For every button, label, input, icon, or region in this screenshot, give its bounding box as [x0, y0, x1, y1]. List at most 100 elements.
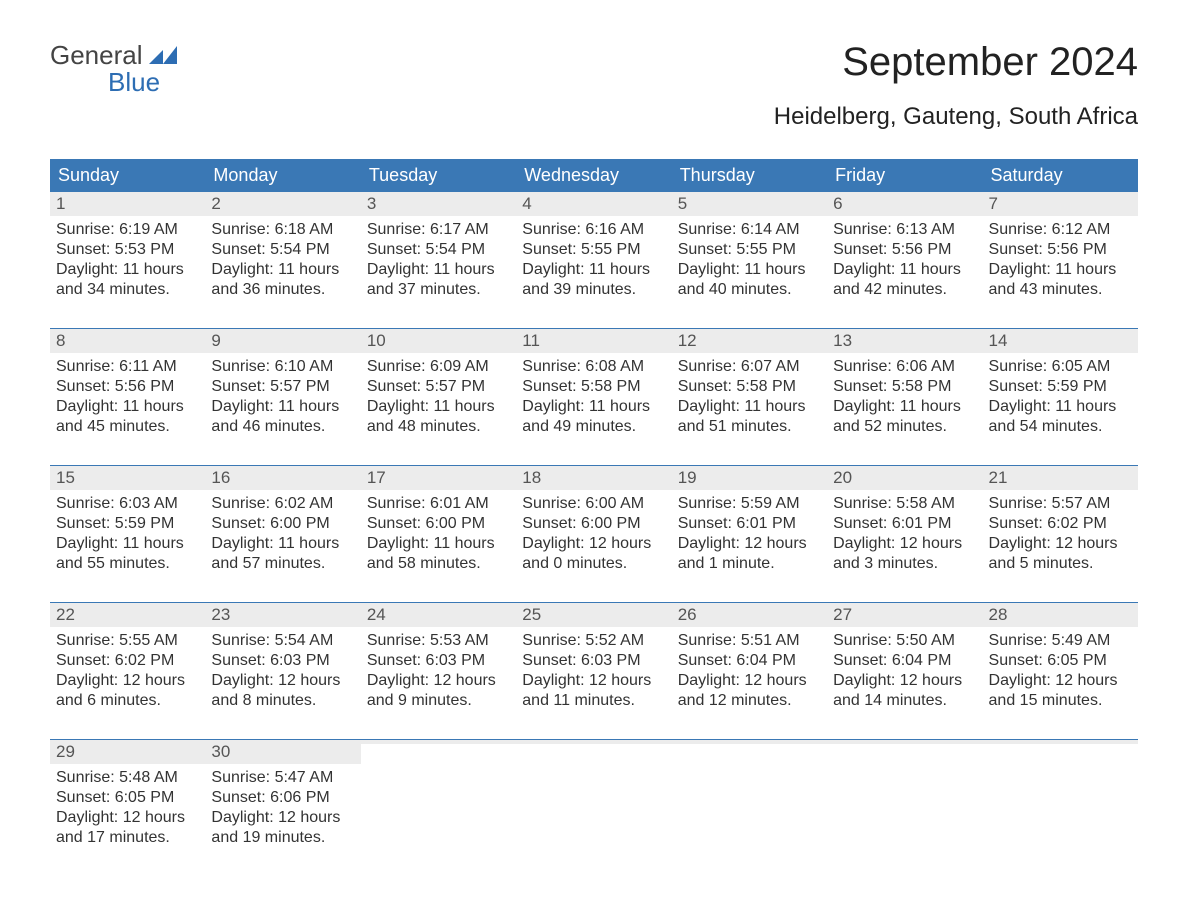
- day-dl2: and 6 minutes.: [56, 691, 199, 711]
- day-dl1: Daylight: 12 hours: [522, 534, 665, 554]
- day-cell: 14Sunrise: 6:05 AMSunset: 5:59 PMDayligh…: [983, 329, 1138, 441]
- day-dl2: and 34 minutes.: [56, 280, 199, 300]
- day-sunset: Sunset: 6:03 PM: [211, 651, 354, 671]
- day-number-row: 19: [672, 466, 827, 490]
- day-number-row: 13: [827, 329, 982, 353]
- day-number: 19: [678, 468, 697, 487]
- day-number: 15: [56, 468, 75, 487]
- day-sunset: Sunset: 6:06 PM: [211, 788, 354, 808]
- day-cell: 27Sunrise: 5:50 AMSunset: 6:04 PMDayligh…: [827, 603, 982, 715]
- day-number: 27: [833, 605, 852, 624]
- day-number: 17: [367, 468, 386, 487]
- day-number-row: 24: [361, 603, 516, 627]
- day-number: 2: [211, 194, 220, 213]
- day-dl2: and 12 minutes.: [678, 691, 821, 711]
- day-number-row: 25: [516, 603, 671, 627]
- day-detail: Sunrise: 6:06 AMSunset: 5:58 PMDaylight:…: [827, 353, 982, 441]
- day-sunrise: Sunrise: 6:01 AM: [367, 494, 510, 514]
- day-sunrise: Sunrise: 6:17 AM: [367, 220, 510, 240]
- day-sunrise: Sunrise: 5:57 AM: [989, 494, 1132, 514]
- day-number: 21: [989, 468, 1008, 487]
- day-dl1: Daylight: 12 hours: [678, 671, 821, 691]
- day-sunset: Sunset: 6:04 PM: [678, 651, 821, 671]
- day-detail: Sunrise: 5:51 AMSunset: 6:04 PMDaylight:…: [672, 627, 827, 715]
- day-dl1: Daylight: 12 hours: [211, 671, 354, 691]
- day-detail: Sunrise: 6:13 AMSunset: 5:56 PMDaylight:…: [827, 216, 982, 304]
- day-number-row: 16: [205, 466, 360, 490]
- daylater-sat: Saturday: [983, 159, 1138, 192]
- day-number: 3: [367, 194, 376, 213]
- day-detail: Sunrise: 5:57 AMSunset: 6:02 PMDaylight:…: [983, 490, 1138, 578]
- day-sunrise: Sunrise: 6:10 AM: [211, 357, 354, 377]
- day-dl2: and 43 minutes.: [989, 280, 1132, 300]
- day-sunrise: Sunrise: 5:47 AM: [211, 768, 354, 788]
- day-number: 5: [678, 194, 687, 213]
- day-dl2: and 11 minutes.: [522, 691, 665, 711]
- day-sunrise: Sunrise: 5:58 AM: [833, 494, 976, 514]
- day-dl2: and 8 minutes.: [211, 691, 354, 711]
- dayhead-wed: Wednesday: [516, 159, 671, 192]
- day-sunset: Sunset: 6:00 PM: [522, 514, 665, 534]
- day-detail: Sunrise: 5:54 AMSunset: 6:03 PMDaylight:…: [205, 627, 360, 715]
- day-number-row: 6: [827, 192, 982, 216]
- day-cell: 7Sunrise: 6:12 AMSunset: 5:56 PMDaylight…: [983, 192, 1138, 304]
- day-dl1: Daylight: 11 hours: [678, 260, 821, 280]
- day-detail: Sunrise: 6:16 AMSunset: 5:55 PMDaylight:…: [516, 216, 671, 304]
- day-dl1: Daylight: 11 hours: [367, 260, 510, 280]
- day-number: 7: [989, 194, 998, 213]
- day-dl2: and 3 minutes.: [833, 554, 976, 574]
- day-number-row: 22: [50, 603, 205, 627]
- day-dl2: and 9 minutes.: [367, 691, 510, 711]
- day-detail: Sunrise: 5:47 AMSunset: 6:06 PMDaylight:…: [205, 764, 360, 852]
- day-sunrise: Sunrise: 6:13 AM: [833, 220, 976, 240]
- day-detail: Sunrise: 5:49 AMSunset: 6:05 PMDaylight:…: [983, 627, 1138, 715]
- day-number: 18: [522, 468, 541, 487]
- day-detail: Sunrise: 6:05 AMSunset: 5:59 PMDaylight:…: [983, 353, 1138, 441]
- day-dl2: and 45 minutes.: [56, 417, 199, 437]
- day-dl1: Daylight: 11 hours: [56, 260, 199, 280]
- day-sunset: Sunset: 5:54 PM: [211, 240, 354, 260]
- day-dl1: Daylight: 12 hours: [522, 671, 665, 691]
- day-cell: 1Sunrise: 6:19 AMSunset: 5:53 PMDaylight…: [50, 192, 205, 304]
- day-dl1: Daylight: 12 hours: [56, 671, 199, 691]
- day-sunrise: Sunrise: 5:53 AM: [367, 631, 510, 651]
- dayhead-fri: Friday: [827, 159, 982, 192]
- day-number-row: 21: [983, 466, 1138, 490]
- day-sunrise: Sunrise: 6:00 AM: [522, 494, 665, 514]
- day-dl2: and 55 minutes.: [56, 554, 199, 574]
- day-number: 8: [56, 331, 65, 350]
- day-number-row: 11: [516, 329, 671, 353]
- day-cell: 23Sunrise: 5:54 AMSunset: 6:03 PMDayligh…: [205, 603, 360, 715]
- day-dl2: and 36 minutes.: [211, 280, 354, 300]
- day-dl2: and 51 minutes.: [678, 417, 821, 437]
- day-sunrise: Sunrise: 5:54 AM: [211, 631, 354, 651]
- day-sunset: Sunset: 5:59 PM: [56, 514, 199, 534]
- day-dl1: Daylight: 11 hours: [678, 397, 821, 417]
- day-cell: 9Sunrise: 6:10 AMSunset: 5:57 PMDaylight…: [205, 329, 360, 441]
- day-detail: Sunrise: 6:17 AMSunset: 5:54 PMDaylight:…: [361, 216, 516, 304]
- day-number: 22: [56, 605, 75, 624]
- day-dl1: Daylight: 11 hours: [211, 260, 354, 280]
- day-dl1: Daylight: 12 hours: [367, 671, 510, 691]
- day-number: 1: [56, 194, 65, 213]
- day-cell: 19Sunrise: 5:59 AMSunset: 6:01 PMDayligh…: [672, 466, 827, 578]
- day-cell: 28Sunrise: 5:49 AMSunset: 6:05 PMDayligh…: [983, 603, 1138, 715]
- day-sunrise: Sunrise: 5:48 AM: [56, 768, 199, 788]
- day-detail: Sunrise: 5:55 AMSunset: 6:02 PMDaylight:…: [50, 627, 205, 715]
- day-number-row: 30: [205, 740, 360, 764]
- day-sunrise: Sunrise: 6:02 AM: [211, 494, 354, 514]
- day-sunset: Sunset: 5:59 PM: [989, 377, 1132, 397]
- day-sunset: Sunset: 6:05 PM: [56, 788, 199, 808]
- day-detail: Sunrise: 5:58 AMSunset: 6:01 PMDaylight:…: [827, 490, 982, 578]
- day-dl1: Daylight: 12 hours: [211, 808, 354, 828]
- day-dl1: Daylight: 11 hours: [211, 397, 354, 417]
- day-detail: Sunrise: 6:10 AMSunset: 5:57 PMDaylight:…: [205, 353, 360, 441]
- flag-icon: [149, 46, 177, 64]
- day-dl1: Daylight: 11 hours: [989, 260, 1132, 280]
- day-detail: Sunrise: 6:07 AMSunset: 5:58 PMDaylight:…: [672, 353, 827, 441]
- day-dl2: and 58 minutes.: [367, 554, 510, 574]
- day-sunset: Sunset: 5:57 PM: [211, 377, 354, 397]
- day-number-row: 4: [516, 192, 671, 216]
- day-cell: 29Sunrise: 5:48 AMSunset: 6:05 PMDayligh…: [50, 740, 205, 852]
- day-sunset: Sunset: 5:53 PM: [56, 240, 199, 260]
